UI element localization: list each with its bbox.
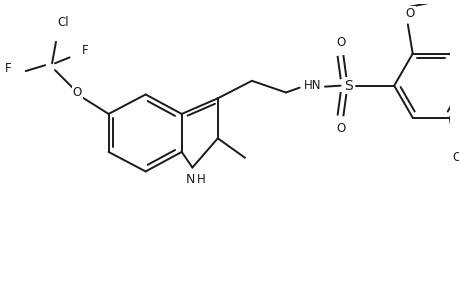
Text: O: O [335,122,344,135]
Text: N: N [185,173,195,186]
Text: HN: HN [303,79,320,92]
Text: F: F [82,44,88,57]
Text: O: O [404,7,414,20]
Text: S: S [343,79,352,93]
Text: O: O [335,36,344,49]
Text: Cl: Cl [57,16,68,29]
Text: O: O [451,151,459,164]
Text: O: O [73,86,82,99]
Text: F: F [5,61,11,75]
Text: H: H [196,173,205,186]
